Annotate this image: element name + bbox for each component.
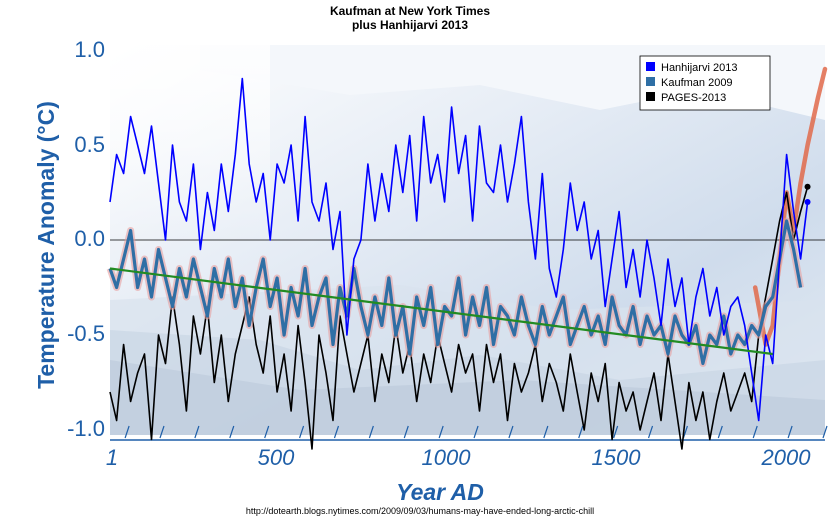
axes <box>110 239 828 441</box>
x-minor-tick <box>787 425 793 439</box>
trend-line <box>109 267 773 356</box>
x-minor-tick <box>822 425 828 439</box>
y-tick-label: -0.5 <box>67 321 105 346</box>
legend-label-pages: PAGES-2013 <box>661 92 726 104</box>
series-line-kaufman-2009 <box>108 219 803 366</box>
y-tick-label: 0.5 <box>74 132 105 157</box>
x-tick-label: 2000 <box>761 445 812 470</box>
x-minor-tick <box>299 425 305 439</box>
x-minor-tick <box>473 425 479 439</box>
chart-title: Kaufman at New York Times <box>330 4 490 18</box>
pages-endpoint-marker <box>804 183 811 190</box>
x-axis-label: Year AD <box>396 479 484 505</box>
x-minor-tick <box>578 425 584 439</box>
chart-subtitle: plus Hanhijarvi 2013 <box>352 18 468 32</box>
x-axis-ticks: 1 500 1000 1500 2000 <box>106 445 811 470</box>
x-minor-tick <box>124 425 130 439</box>
x-tick-label: 500 <box>258 445 295 470</box>
legend-label-kaufman: Kaufman 2009 <box>661 77 733 89</box>
x-minor-tick <box>159 425 165 439</box>
x-minor-tick <box>752 425 758 439</box>
legend-swatch-hanhijarvi <box>646 62 655 71</box>
legend-label-hanhijarvi: Hanhijarvi 2013 <box>661 62 737 74</box>
x-minor-tick <box>682 425 688 439</box>
hanhijarvi-endpoint-marker <box>804 199 811 205</box>
legend-swatch-pages <box>646 92 655 101</box>
x-minor-tick <box>229 425 235 439</box>
x-tick-label: 1 <box>106 445 118 470</box>
x-minor-tick <box>647 425 654 439</box>
x-minor-tick <box>717 425 723 439</box>
x-tick-label: 1000 <box>422 445 472 470</box>
source-url: http://dotearth.blogs.nytimes.com/2009/0… <box>246 506 594 516</box>
x-minor-tick <box>264 425 270 439</box>
legend-box <box>639 55 771 111</box>
x-tick-label: 1500 <box>592 445 642 470</box>
legend-swatch-kaufman <box>646 77 655 86</box>
x-minor-tick <box>403 425 409 439</box>
x-minor-tick <box>333 425 340 439</box>
x-minor-tick <box>438 425 444 439</box>
y-tick-label: 0.0 <box>74 226 105 251</box>
series-line-pages-2013 <box>109 186 809 450</box>
x-minor-tick <box>543 425 549 439</box>
x-minor-tick <box>508 425 514 439</box>
series-layer <box>106 66 828 450</box>
x-minor-tick <box>613 425 619 439</box>
y-tick-label: 1.0 <box>74 37 105 62</box>
x-minor-tick <box>194 425 200 439</box>
series-line-hanhijarvi-2013 <box>109 77 809 422</box>
legend: Hanhijarvi 2013 Kaufman 2009 PAGES-2013 <box>639 55 771 111</box>
y-tick-label: -1.0 <box>67 416 105 441</box>
y-axis-label: Temperature Anomaly (°C) <box>33 101 59 389</box>
x-minor-tick <box>368 425 374 439</box>
y-axis-ticks: 1.0 0.5 0.0 -0.5 -1.0 <box>67 37 105 441</box>
